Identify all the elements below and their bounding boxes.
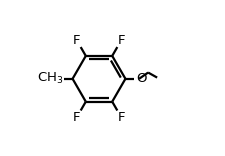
Text: F: F bbox=[73, 110, 80, 124]
Text: F: F bbox=[117, 110, 124, 124]
Text: CH$_3$: CH$_3$ bbox=[37, 71, 63, 86]
Text: F: F bbox=[73, 34, 80, 47]
Text: O: O bbox=[135, 72, 146, 85]
Text: F: F bbox=[117, 34, 124, 47]
